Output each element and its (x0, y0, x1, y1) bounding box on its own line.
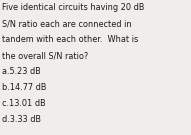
Text: a.5.23 dB: a.5.23 dB (2, 67, 41, 76)
Text: c.13.01 dB: c.13.01 dB (2, 99, 46, 108)
Text: Five identical circuits having 20 dB: Five identical circuits having 20 dB (2, 3, 145, 12)
Text: tandem with each other.  What is: tandem with each other. What is (2, 35, 138, 44)
Text: d.3.33 dB: d.3.33 dB (2, 115, 41, 124)
Text: b.14.77 dB: b.14.77 dB (2, 83, 47, 92)
Text: the overall S/N ratio?: the overall S/N ratio? (2, 51, 89, 60)
Text: S/N ratio each are connected in: S/N ratio each are connected in (2, 19, 132, 28)
